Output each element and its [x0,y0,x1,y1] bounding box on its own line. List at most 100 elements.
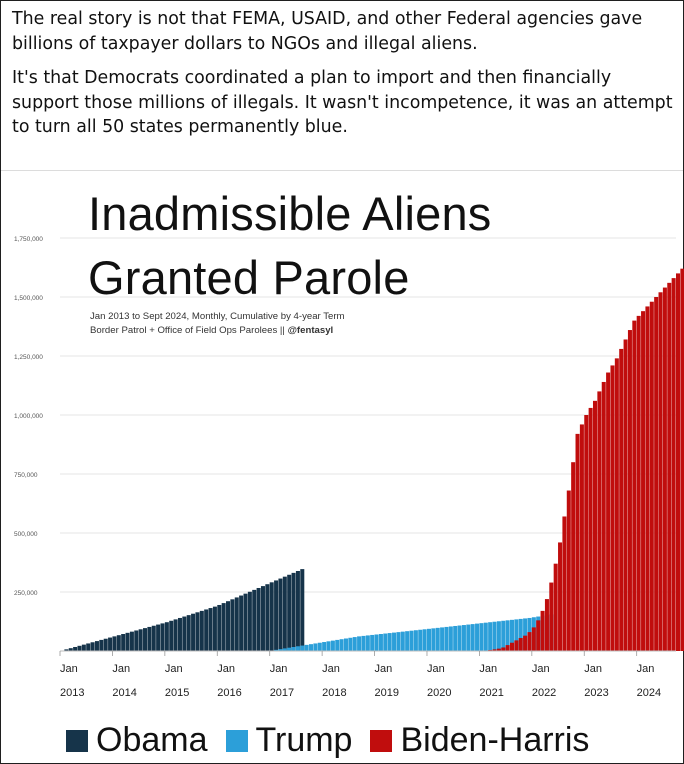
bar-obama [239,595,244,651]
bar-obama [90,642,95,651]
bar-obama [156,624,161,651]
bar-trump [444,626,449,651]
bar-biden-harris [536,620,541,651]
bar-trump [422,629,427,651]
bar-obama [186,615,191,651]
bar-trump [509,619,515,651]
bar-trump [378,634,383,651]
x-tick-year-label: 2021 [479,687,503,699]
post-paragraph-2: It's that Democrats coordinated a plan t… [12,68,673,137]
bar-biden-harris [518,638,523,651]
y-tick-label: 250,000 [14,590,38,597]
bar-trump [291,646,296,651]
bar-obama [81,644,86,651]
bar-biden-harris [558,542,563,651]
bar-obama [182,616,187,651]
bar-obama [269,582,274,651]
bar-trump [461,625,466,651]
bar-trump [274,649,279,651]
bar-trump [466,624,471,651]
x-tick-month-label: Jan [584,663,602,675]
bar-obama [274,580,279,651]
bar-trump [405,631,410,651]
bar-trump [514,619,519,651]
bar-trump [418,629,423,651]
legend-label-biden-harris: Biden-Harris [400,721,590,759]
bar-trump [309,644,314,651]
x-tick-year-label: 2017 [270,687,294,699]
x-tick-month-label: Jan [165,663,183,675]
bar-obama [234,597,239,651]
y-tick-label: 1,250,000 [14,354,43,361]
bar-obama [208,608,213,651]
bar-trump [496,621,501,651]
bar-obama [291,572,296,651]
bar-biden-harris [592,400,598,651]
bar-biden-harris [597,391,602,651]
bar-obama [278,578,283,651]
bar-biden-harris [619,348,624,651]
x-tick-month-label: Jan [112,663,130,675]
bar-obama [230,599,235,651]
x-tick-year-label: 2024 [637,687,661,699]
bar-obama [204,609,209,651]
bar-biden-harris [627,330,632,651]
x-tick-month-label: Jan [217,663,235,675]
bar-trump [361,635,366,651]
bar-trump [435,627,440,651]
legend-swatch-obama [66,729,88,752]
bar-biden-harris [496,648,501,651]
bar-biden-harris [662,287,667,651]
bar-biden-harris [636,315,641,651]
bar-biden-harris [531,627,536,651]
chart-legend: Obama Trump Biden-Harris [66,721,607,760]
bar-trump [409,630,414,651]
bar-biden-harris [671,278,676,651]
bar-biden-harris [676,273,681,651]
bar-trump [365,635,370,651]
bar-biden-harris [509,642,515,651]
bar-trump [505,620,510,651]
y-tick-label: 750,000 [14,472,38,479]
bar-biden-harris [649,301,654,651]
bar-obama [226,601,231,651]
bar-biden-harris [584,415,589,651]
bar-obama [164,622,169,651]
bar-obama [151,625,156,651]
post-text: The real story is not that FEMA, USAID, … [12,7,676,150]
bar-trump [501,620,506,651]
chart-subtitle-text: Border Patrol + Office of Field Ops Paro… [90,325,288,336]
bar-trump [479,623,484,651]
chart-subtitle-line-1: Jan 2013 to Sept 2024, Monthly, Cumulati… [90,311,345,322]
bar-obama [173,619,178,651]
bar-obama [125,632,130,651]
bar-biden-harris [540,610,545,651]
bar-biden-harris [579,424,584,651]
post-paragraph-1: The real story is not that FEMA, USAID, … [12,9,643,54]
bar-trump [518,618,523,651]
chart-subtitle-line-2: Border Patrol + Office of Field Ops Paro… [90,325,333,336]
bar-biden-harris [527,632,532,651]
bar-obama [64,649,69,651]
bar-obama [99,639,104,651]
bar-trump [470,624,475,651]
bar-trump [317,642,322,651]
x-tick-month-label: Jan [322,663,340,675]
bar-obama [112,636,117,651]
bar-obama [287,574,292,651]
bar-obama [195,612,200,651]
bar-biden-harris [610,365,615,651]
bar-obama [191,613,196,651]
bar-biden-harris [680,268,684,651]
x-tick-month-label: Jan [60,663,78,675]
bar-biden-harris [562,516,567,651]
legend-item-biden-harris: Biden-Harris [370,721,589,760]
bar-biden-harris [505,645,510,651]
bar-trump [383,633,388,651]
bar-trump [453,625,458,651]
bar-biden-harris [601,381,606,651]
bar-trump [304,644,309,651]
bar-biden-harris [492,649,497,651]
bar-biden-harris [667,282,672,651]
